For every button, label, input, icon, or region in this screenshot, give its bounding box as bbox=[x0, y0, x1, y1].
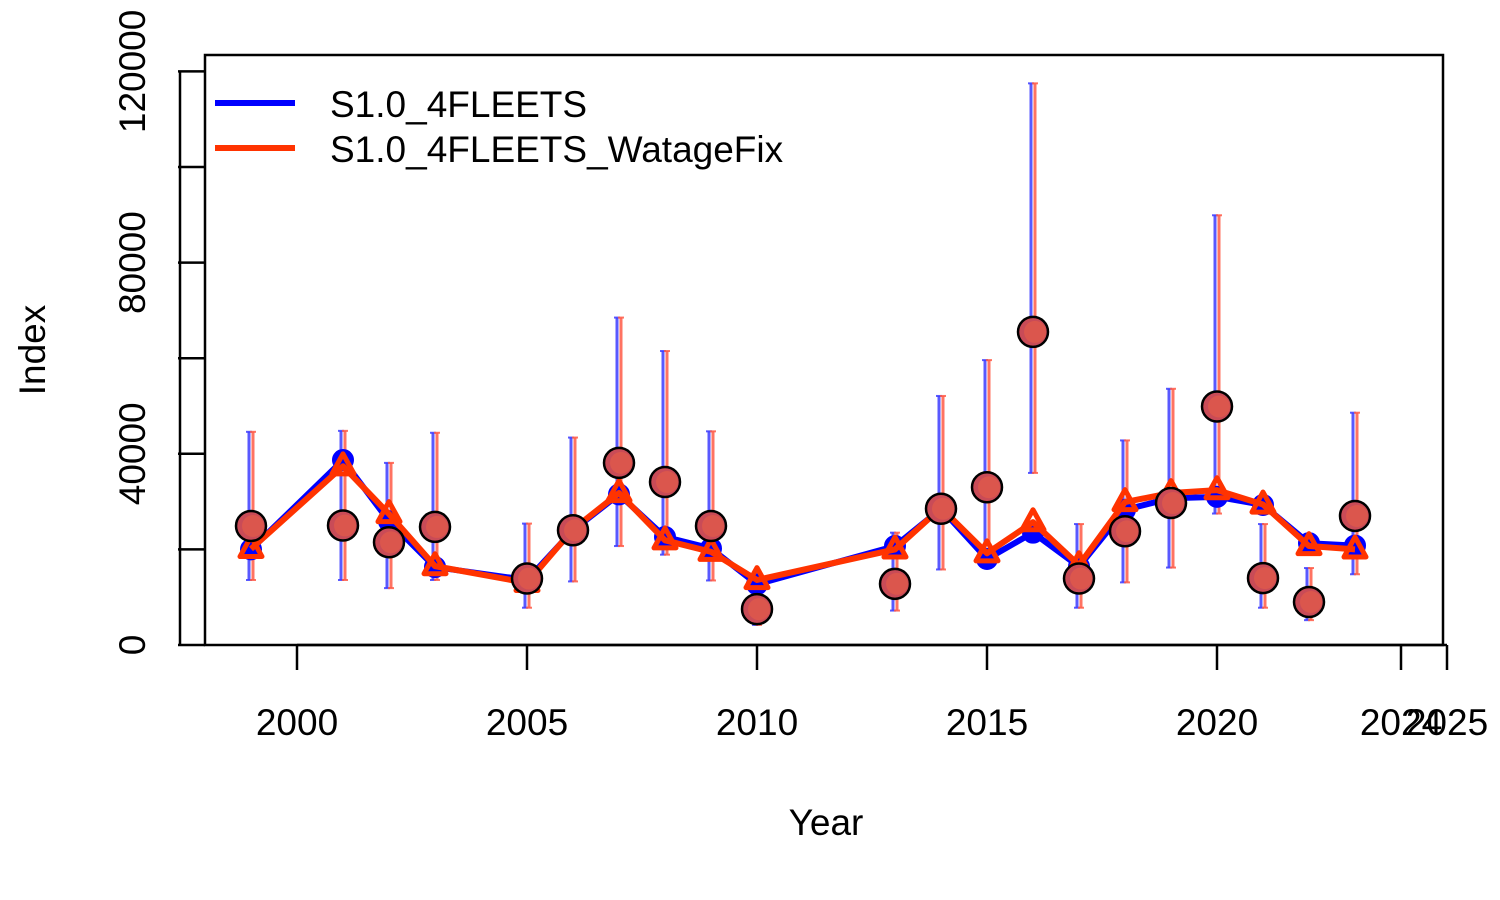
y-axis: 0 40000 80000 120000 bbox=[112, 10, 205, 656]
observed-point-inner bbox=[1208, 395, 1230, 418]
series-2-point bbox=[1249, 489, 1277, 515]
observed-points bbox=[234, 315, 1372, 626]
legend: S1.0_4FLEETS S1.0_4FLEETS_WatageFix bbox=[215, 84, 784, 170]
series-2-point bbox=[743, 565, 771, 591]
x-tick-label: 2020 bbox=[1176, 702, 1258, 743]
observed-point-inner bbox=[748, 598, 770, 621]
observed-point-inner bbox=[1300, 590, 1322, 613]
x-tick-label: 2025 bbox=[1406, 702, 1488, 743]
series-2-point bbox=[421, 551, 449, 577]
legend-label-series-1: S1.0_4FLEETS bbox=[330, 84, 587, 125]
observed-point-inner bbox=[518, 567, 540, 590]
y-tick-label: 120000 bbox=[112, 10, 153, 133]
series-2-point bbox=[651, 525, 679, 551]
x-axis-title: Year bbox=[789, 802, 864, 843]
observed-point-inner bbox=[1254, 567, 1276, 590]
observed-point-inner bbox=[426, 515, 448, 538]
series-2-point bbox=[329, 451, 357, 477]
y-tick-label: 0 bbox=[112, 635, 153, 656]
series-line-2 bbox=[248, 463, 1356, 586]
observed-point-inner bbox=[564, 519, 586, 542]
series-2-point bbox=[973, 538, 1001, 564]
series-lines bbox=[237, 449, 1369, 596]
x-tick-label: 2024 bbox=[1360, 702, 1442, 743]
series-2-point bbox=[1341, 534, 1369, 560]
y-axis-title: Index bbox=[12, 304, 53, 395]
observed-point-inner bbox=[610, 451, 632, 474]
x-tick-label: 2000 bbox=[256, 702, 338, 743]
observed-point-inner bbox=[380, 531, 402, 554]
observed-point-inner bbox=[1162, 492, 1184, 515]
y-tick-label: 40000 bbox=[112, 402, 153, 505]
observed-point-inner bbox=[1070, 567, 1092, 590]
series-2-point bbox=[605, 478, 633, 504]
series-2-point bbox=[237, 534, 265, 560]
series-line-1 bbox=[248, 457, 1356, 588]
observed-point-inner bbox=[1346, 504, 1368, 527]
observed-point-inner bbox=[886, 572, 908, 595]
x-tick-label: 2015 bbox=[946, 702, 1028, 743]
series-2-point bbox=[1295, 531, 1323, 557]
y-tick-label: 80000 bbox=[112, 211, 153, 314]
observed-point-inner bbox=[334, 514, 356, 537]
x-tick-label: 2005 bbox=[486, 702, 568, 743]
series-2-point bbox=[375, 499, 403, 525]
observed-point-inner bbox=[702, 514, 724, 537]
observed-point-inner bbox=[656, 471, 678, 494]
legend-label-series-2: S1.0_4FLEETS_WatageFix bbox=[330, 129, 784, 170]
observed-point-inner bbox=[242, 514, 264, 537]
observed-point-inner bbox=[1024, 320, 1046, 343]
series-2-point bbox=[881, 534, 909, 560]
observed-point-inner bbox=[932, 497, 954, 520]
x-tick-label: 2010 bbox=[716, 702, 798, 743]
series-2-point bbox=[697, 536, 725, 562]
observed-point-inner bbox=[978, 476, 1000, 499]
series-2-point bbox=[1019, 507, 1047, 533]
series-2-point bbox=[1203, 475, 1231, 501]
observed-point-inner bbox=[1116, 520, 1138, 543]
series-2-point bbox=[1111, 487, 1139, 513]
